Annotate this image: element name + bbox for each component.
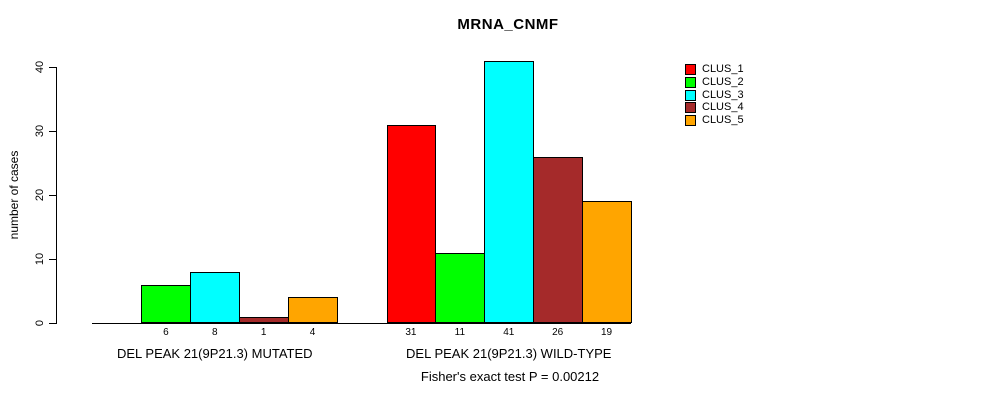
bar-clus_1-group2 <box>386 124 437 323</box>
y-axis-tick-label: 40 <box>34 60 46 74</box>
y-axis-tick-label: 10 <box>34 252 46 266</box>
y-axis-tick <box>49 259 56 260</box>
chart-title: MRNA_CNMF <box>457 16 559 33</box>
bar-value-label: 1 <box>260 327 267 338</box>
legend-swatch-clus_1 <box>685 64 696 75</box>
x-axis-line <box>92 323 631 324</box>
bar-value-label: 6 <box>163 327 169 338</box>
legend-label-clus_1: CLUS_1 <box>702 63 744 75</box>
bar-clus_4-group1 <box>239 316 290 323</box>
bar-value-label: 31 <box>405 327 417 338</box>
bar-value-label: 8 <box>211 327 218 338</box>
y-axis-tick <box>49 67 56 68</box>
legend-swatch-clus_4 <box>685 102 696 114</box>
y-axis-line <box>56 67 57 324</box>
x-axis-group-label: DEL PEAK 21(9P21.3) WILD-TYPE <box>406 346 612 361</box>
y-axis-tick <box>49 195 56 196</box>
bar-value-label: 26 <box>552 327 564 338</box>
bar-clus_3-group1 <box>190 271 241 323</box>
legend-label-clus_2: CLUS_2 <box>702 75 744 88</box>
bar-value-label: 4 <box>309 327 316 338</box>
bar-clus_5-group1 <box>288 297 338 323</box>
legend-label-clus_3: CLUS_3 <box>702 88 744 101</box>
y-axis-tick-label: 30 <box>34 124 46 138</box>
y-axis-tick-label: 0 <box>34 319 46 327</box>
legend-label-clus_5: CLUS_5 <box>702 114 744 127</box>
bar-clus_4-group2 <box>533 156 584 323</box>
legend-label-clus_4: CLUS_4 <box>702 101 744 114</box>
bar-clus_3-group2 <box>484 60 535 323</box>
y-axis-tick-label: 20 <box>34 188 46 202</box>
y-axis-tick <box>49 323 56 324</box>
y-axis-tick <box>49 131 56 132</box>
legend-swatch-clus_3 <box>685 89 696 101</box>
bar-value-label: 11 <box>454 327 466 338</box>
legend-swatch-clus_2 <box>685 76 696 88</box>
bar-clus_2-group1 <box>141 284 192 323</box>
y-axis-label: number of cases <box>7 150 21 240</box>
fisher-test-annotation: Fisher's exact test P = 0.00212 <box>420 369 600 384</box>
bar-clus_2-group2 <box>435 252 486 323</box>
bar-clus_5-group2 <box>582 201 632 323</box>
bar-value-label: 19 <box>600 327 613 338</box>
legend-swatch-clus_5 <box>685 115 696 127</box>
bar-value-label: 41 <box>503 327 515 338</box>
x-axis-group-label: DEL PEAK 21(9P21.3) MUTATED <box>116 346 313 361</box>
